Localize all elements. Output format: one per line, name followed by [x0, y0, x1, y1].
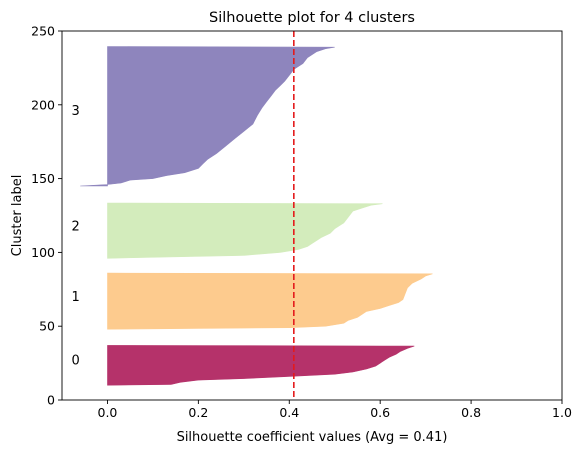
plot-frame	[61, 30, 563, 401]
cluster-1-area	[107, 272, 433, 330]
x-tick-label: 0.0	[98, 405, 118, 420]
y-tick-label: 150	[31, 171, 55, 186]
cluster-2-area	[107, 202, 383, 259]
x-tick-label: 1.0	[552, 405, 572, 420]
y-tick-label: 100	[31, 245, 55, 260]
cluster-2-label: 2	[71, 219, 79, 234]
cluster-labels: 0 1 2 3	[71, 104, 79, 368]
y-tick-label: 0	[47, 393, 55, 408]
x-tick-label: 0.4	[279, 405, 299, 420]
cluster-0-area	[107, 345, 415, 386]
cluster-0-label: 0	[71, 354, 79, 369]
cluster-areas	[80, 46, 433, 386]
cluster-1-label: 1	[71, 290, 79, 305]
x-axis-label: Silhouette coefficient values (Avg = 0.4…	[177, 430, 448, 445]
x-tick-label: 0.6	[370, 405, 390, 420]
y-axis-label: Cluster label	[10, 175, 25, 257]
cluster-3-label: 3	[71, 104, 79, 119]
y-tick-label: 50	[39, 319, 55, 334]
y-tick-label: 200	[31, 97, 55, 112]
x-tick-label: 0.2	[188, 405, 208, 420]
x-axis-ticks: 0.0 0.2 0.4 0.6 0.8 1.0	[98, 400, 572, 420]
cluster-3-area	[80, 46, 335, 187]
y-tick-label: 250	[31, 24, 55, 39]
x-tick-label: 0.8	[461, 405, 481, 420]
chart-title: Silhouette plot for 4 clusters	[209, 10, 415, 26]
y-axis-ticks: 0 50 100 150 200 250	[31, 24, 62, 408]
